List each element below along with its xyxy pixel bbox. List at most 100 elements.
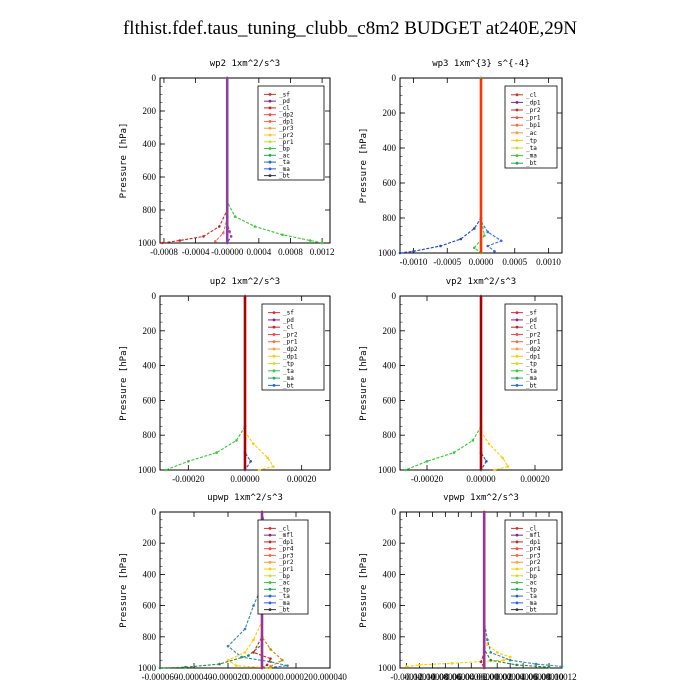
y-axis-label: Pressure [hPa]	[119, 123, 129, 199]
legend-entry: _pr3	[279, 552, 294, 559]
series-point	[269, 647, 272, 651]
legend-marker	[515, 139, 519, 142]
legend-marker	[268, 106, 272, 110]
series-point	[506, 465, 510, 468]
legend-marker	[515, 333, 519, 336]
series-point	[235, 664, 238, 667]
legend-entry: _bt	[526, 160, 537, 167]
legend-marker	[515, 547, 519, 551]
legend-entry: _pd	[279, 98, 290, 105]
series-point	[161, 241, 164, 245]
y-tick-label: 0	[392, 291, 397, 301]
legend-marker	[268, 147, 272, 150]
legend-marker	[515, 362, 519, 365]
y-tick-label: 1000	[138, 663, 157, 673]
legend-box	[504, 303, 558, 391]
series-point	[502, 658, 505, 662]
legend-entry: _ac	[279, 580, 290, 587]
page-title: flthist.fdef.taus_tuning_clubb_c8m2 BUDG…	[122, 18, 577, 39]
legend-marker	[515, 567, 519, 571]
x-tick-label: -0.0005	[433, 257, 461, 267]
legend-marker	[515, 376, 519, 380]
legend-entry: _pr2	[279, 559, 294, 566]
y-tick-label: 800	[143, 430, 157, 440]
legend-entry: _pr1	[526, 566, 541, 573]
legend-marker	[515, 594, 519, 598]
y-tick-label: 1000	[138, 465, 157, 475]
x-tick-label: -0.00010	[403, 672, 436, 682]
legend-entry: _tp	[279, 586, 290, 593]
legend-entry: _sf	[526, 310, 537, 317]
chart-title: wp3 1xm^{3} s^{-4}	[432, 59, 530, 69]
series-point	[508, 655, 512, 659]
legend-marker	[515, 116, 519, 119]
series-point	[235, 439, 238, 442]
legend-entry: _dp2	[526, 346, 541, 353]
x-tick-label: 0.00004	[496, 672, 526, 682]
legend-entry: _pd	[283, 317, 294, 324]
x-tick-label: -0.000060	[142, 672, 179, 682]
series-point	[439, 244, 442, 248]
y-axis-label: Pressure [hPa]	[359, 552, 369, 628]
legend-entry: _cl	[526, 324, 537, 331]
legend-entry: _bt	[279, 607, 290, 614]
legend-entry: _ac	[279, 152, 290, 159]
legend-entry: _pr1	[279, 566, 294, 573]
x-tick-label: 0.00000	[466, 474, 496, 484]
chart-title: up2 1xm^2/s^3	[210, 277, 280, 287]
legend-marker	[515, 123, 519, 127]
legend-entry: _pr3	[279, 125, 294, 132]
legend-marker	[268, 554, 272, 557]
legend-entry: _bt	[279, 173, 290, 180]
series-point	[218, 225, 221, 228]
y-tick-label: 600	[143, 172, 157, 182]
legend-marker	[272, 333, 276, 336]
x-tick-label: -0.000040	[176, 672, 213, 682]
x-tick-label: 0.00002	[483, 672, 512, 682]
series-line-dp2	[214, 78, 228, 242]
chart-panel-4: vp2 1xm^2/s^3 Pressure [hPa] 0 200 400 600 800…	[359, 277, 563, 484]
legend-marker	[272, 318, 276, 322]
y-tick-label: 800	[383, 430, 397, 440]
series-point	[253, 225, 257, 228]
x-tick-label: -0.00012	[390, 672, 422, 682]
series-line-dp1	[405, 296, 482, 471]
legend-entry: _pd	[526, 317, 537, 324]
chart-title: wp2 1xm^2/s^3	[210, 59, 280, 69]
legend-entry: _dp1	[279, 118, 294, 125]
legend-marker	[268, 140, 272, 144]
legend-entry: _pr1	[279, 139, 294, 146]
legend-marker	[272, 325, 276, 329]
legend-marker	[272, 354, 276, 358]
x-tick-label: -0.000020	[210, 672, 247, 682]
series-point	[486, 244, 490, 248]
y-tick-label: 600	[383, 395, 397, 405]
legend-entry: _sf	[279, 91, 290, 98]
y-tick-label: 600	[143, 395, 157, 405]
legend-entry: _pr1	[526, 339, 541, 346]
legend-marker	[515, 154, 519, 158]
series-point	[472, 227, 476, 230]
series-point	[266, 456, 269, 460]
series-point	[495, 651, 499, 654]
legend-marker	[272, 369, 276, 373]
series-point	[164, 468, 167, 472]
legend-marker	[515, 325, 519, 329]
legend-entry: _pr4	[279, 546, 294, 553]
y-axis-label: Pressure [hPa]	[119, 552, 129, 628]
legend-entry: _bt	[526, 382, 537, 389]
series-point	[489, 658, 493, 662]
chart-title: vpwp 1xm^2/s^3	[443, 493, 519, 503]
legend-marker	[515, 533, 519, 537]
legend-entry: _bp	[526, 573, 537, 580]
series-point	[281, 658, 284, 662]
legend-entry: _dp1	[526, 353, 541, 360]
series-point	[229, 235, 233, 238]
x-tick-label: -0.0008	[150, 247, 178, 257]
legend-marker	[268, 608, 272, 612]
x-tick-label: 0.00012	[547, 672, 576, 682]
legend-entry: _ta	[279, 593, 290, 600]
x-tick-label: 0.0008	[278, 247, 303, 257]
legend-entry: _pr2	[283, 331, 298, 338]
series-point	[252, 651, 255, 654]
